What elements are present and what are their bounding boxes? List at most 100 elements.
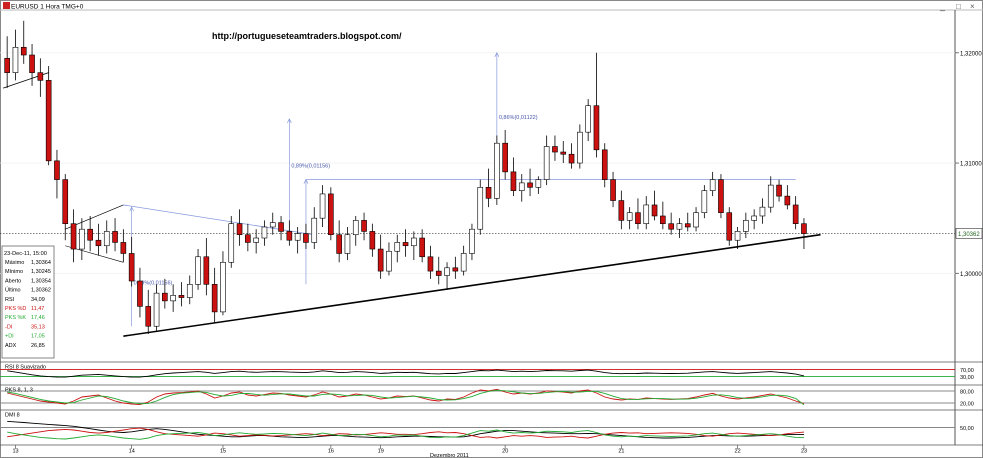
bull-candle bbox=[311, 217, 318, 243]
bear-candle bbox=[593, 105, 600, 151]
bull-candle bbox=[543, 146, 550, 180]
close-icon[interactable]: × bbox=[970, 2, 975, 11]
indicator-level-label: 80,00 bbox=[960, 390, 974, 396]
bull-candle bbox=[394, 242, 401, 252]
info-value: 1,30245 bbox=[31, 269, 51, 275]
bear-candle bbox=[792, 204, 799, 224]
bear-candle bbox=[95, 239, 102, 247]
bull-candle bbox=[79, 228, 85, 250]
bear-candle bbox=[278, 222, 284, 232]
bull-candle bbox=[709, 179, 716, 191]
info-value: 34,09 bbox=[31, 297, 45, 303]
bull-candle bbox=[535, 179, 542, 188]
info-value: 26,85 bbox=[31, 343, 45, 349]
bear-candle bbox=[527, 182, 533, 188]
bear-candle bbox=[510, 171, 517, 191]
blog-url-watermark: http://portugueseteamtraders.blogspot.co… bbox=[212, 31, 402, 41]
window-controls: EURUSD 1 Hora TMG+0 _ □ × bbox=[3, 1, 975, 11]
adx-line bbox=[7, 420, 804, 439]
bear-candle bbox=[784, 195, 791, 206]
bull-candle bbox=[767, 184, 774, 208]
bear-candle bbox=[236, 223, 243, 236]
info-label: Máximo bbox=[5, 260, 24, 266]
x-tick-label: 16 bbox=[328, 449, 334, 455]
x-tick-label: 20 bbox=[502, 449, 508, 455]
panel-title: DMI 8 bbox=[5, 413, 20, 419]
bear-candle bbox=[336, 234, 342, 254]
bear-candle bbox=[369, 231, 376, 250]
bear-candle bbox=[485, 187, 492, 199]
info-label: Mínimo bbox=[5, 269, 23, 275]
bear-candle bbox=[377, 248, 384, 272]
bear-candle bbox=[87, 228, 93, 241]
bear-candle bbox=[610, 179, 616, 201]
info-label: Aberto bbox=[5, 278, 21, 284]
bull-candle bbox=[734, 231, 741, 241]
bear-candle bbox=[684, 223, 691, 228]
bear-candle bbox=[20, 46, 27, 56]
bull-candle bbox=[477, 187, 484, 230]
arrow-head bbox=[303, 178, 309, 184]
plus_di-line bbox=[7, 429, 805, 440]
bear-candle bbox=[145, 306, 152, 327]
bull-candle bbox=[585, 105, 591, 133]
bear-candle bbox=[660, 215, 666, 224]
bull-candle bbox=[469, 228, 475, 254]
bear-candle bbox=[62, 179, 69, 224]
info-value: 11,47 bbox=[31, 306, 44, 312]
measured-move-label: 0,89%(0,01156) bbox=[291, 163, 330, 169]
last-price-box bbox=[955, 228, 983, 239]
minus_di-line bbox=[7, 427, 805, 439]
bull-candle bbox=[693, 212, 699, 228]
bear-candle bbox=[801, 223, 807, 234]
bull-candle bbox=[195, 256, 201, 285]
price-tick-label: 1,31000 bbox=[960, 162, 982, 168]
bear-candle bbox=[328, 193, 334, 236]
x-tick-label: 15 bbox=[220, 449, 226, 455]
info-label: PKS %D bbox=[5, 306, 26, 312]
info-value: 1,30354 bbox=[31, 278, 51, 284]
bear-candle bbox=[361, 220, 367, 232]
info-label: ADX bbox=[5, 343, 17, 349]
bear-candle bbox=[162, 292, 168, 302]
bear-candle bbox=[4, 58, 10, 73]
price-tick-label: 1,32000 bbox=[960, 51, 982, 57]
bull-candle bbox=[751, 215, 757, 221]
bear-candle bbox=[70, 223, 77, 250]
bull-candle bbox=[411, 237, 417, 247]
bear-candle bbox=[502, 142, 508, 173]
arrow-head bbox=[287, 118, 292, 124]
bull-candle bbox=[186, 284, 193, 298]
bear-candle bbox=[419, 237, 425, 258]
rsi-line bbox=[7, 369, 805, 378]
bear-candle bbox=[601, 149, 608, 180]
bear-candle bbox=[112, 231, 118, 243]
bull-candle bbox=[577, 131, 583, 164]
x-month-label: Dezembro 2011 bbox=[430, 453, 469, 458]
bull-candle bbox=[386, 250, 392, 272]
bull-candle bbox=[220, 261, 226, 313]
maximize-icon[interactable]: □ bbox=[956, 2, 961, 11]
info-label: Último bbox=[5, 287, 21, 294]
measured-move-label: 0,86%(0,01122) bbox=[499, 115, 538, 121]
last-price-label: 1,30362 bbox=[958, 232, 980, 238]
bull-candle bbox=[153, 292, 160, 327]
info-box-frame bbox=[1, 245, 55, 359]
minimize-icon[interactable]: _ bbox=[939, 1, 946, 11]
bull-candle bbox=[319, 193, 326, 219]
bull-candle bbox=[261, 226, 268, 239]
bear-candle bbox=[651, 204, 658, 217]
stoch_d-line bbox=[7, 389, 805, 406]
bear-candle bbox=[45, 80, 52, 162]
bear-candle bbox=[37, 72, 44, 81]
bear-candle bbox=[435, 270, 442, 276]
bull-candle bbox=[494, 142, 500, 199]
bear-candle bbox=[568, 153, 575, 164]
bear-candle bbox=[128, 253, 135, 282]
app-icon bbox=[3, 2, 10, 9]
bear-candle bbox=[726, 212, 733, 241]
bear-candle bbox=[245, 234, 251, 243]
bull-candle bbox=[228, 223, 235, 263]
